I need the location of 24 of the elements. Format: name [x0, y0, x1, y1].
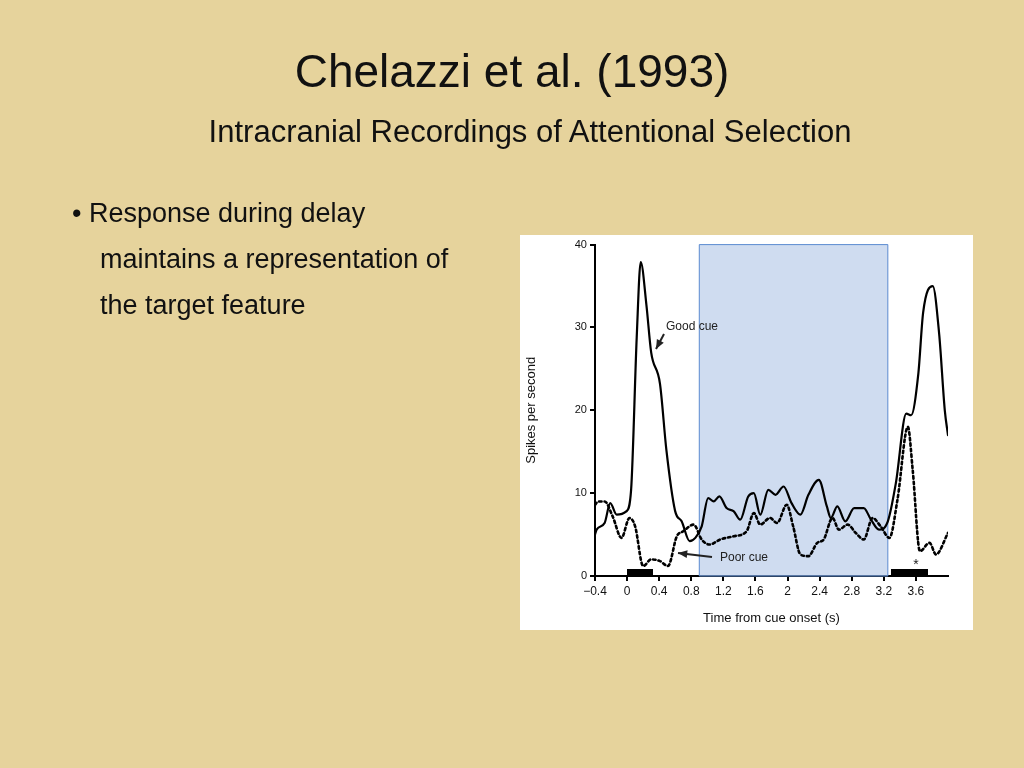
- y-axis-title: Spikes per second: [523, 356, 539, 464]
- y-tick-label: 40: [574, 237, 587, 250]
- x-tick-label: −0.4: [583, 583, 608, 598]
- y-tick-label: 0: [580, 569, 587, 582]
- x-tick-label: 3.2: [875, 583, 893, 598]
- x-tick-label: 0: [623, 583, 631, 598]
- x-tick-label: 1.2: [715, 583, 733, 598]
- y-tick-label: 20: [574, 403, 587, 416]
- chart-title: Chelazzi et al. (1993): [293, 44, 731, 98]
- x-tick-label: 2.4: [811, 583, 829, 598]
- y-tick-label: 10: [574, 486, 587, 499]
- series-label: Poor cue: [720, 550, 769, 565]
- series-label: Good cue: [666, 319, 719, 334]
- chart-subtitle: Intracranial Recordings of Attentional Selection: [207, 114, 853, 150]
- annotation: *: [913, 555, 920, 572]
- x-axis-title: Time from cue onset (s): [703, 609, 840, 625]
- x-tick-label: 1.6: [747, 583, 765, 598]
- x-tick-label: 0.8: [682, 583, 700, 598]
- x-tick-label: 2: [784, 583, 792, 598]
- text: • Response during delay maintains a representation of the target feature: [72, 197, 450, 322]
- y-tick-label: 30: [574, 320, 587, 333]
- x-tick-label: 2.8: [843, 583, 861, 598]
- x-tick-label: 3.6: [907, 583, 925, 598]
- x-tick-label: 0.4: [650, 583, 668, 598]
